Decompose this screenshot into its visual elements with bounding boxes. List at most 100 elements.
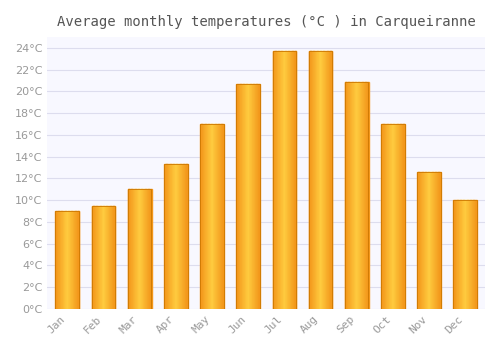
Bar [218,124,219,309]
Bar [236,84,260,309]
Bar [114,205,115,309]
Bar [112,205,113,309]
Bar [403,124,404,309]
Bar [114,205,116,309]
Bar [103,205,104,309]
Bar [353,82,354,309]
Bar [97,205,98,309]
Bar [149,189,150,309]
Bar [131,189,132,309]
Bar [186,164,187,309]
Bar [355,82,356,309]
Bar [286,51,287,309]
Bar [185,164,186,309]
Bar [56,211,57,309]
Bar [146,189,147,309]
Bar [398,124,399,309]
Bar [178,164,179,309]
Bar [107,205,108,309]
Bar [456,200,457,309]
Bar [465,200,466,309]
Bar [293,51,294,309]
Bar [280,51,281,309]
Bar [426,172,428,309]
Bar [422,172,423,309]
Bar [214,124,215,309]
Bar [435,172,436,309]
Bar [215,124,216,309]
Bar [142,189,144,309]
Bar [128,189,152,309]
Bar [244,84,245,309]
Bar [66,211,68,309]
Bar [313,51,314,309]
Bar [292,51,294,309]
Bar [104,205,105,309]
Bar [98,205,100,309]
Bar [145,189,146,309]
Bar [148,189,149,309]
Bar [394,124,396,309]
Bar [286,51,288,309]
Bar [471,200,472,309]
Bar [328,51,330,309]
Bar [248,84,249,309]
Bar [180,164,181,309]
Bar [130,189,131,309]
Bar [464,200,466,309]
Bar [347,82,348,309]
Bar [65,211,66,309]
Bar [56,211,58,309]
Bar [424,172,425,309]
Bar [401,124,402,309]
Bar [56,211,79,309]
Bar [311,51,312,309]
Bar [247,84,248,309]
Bar [290,51,292,309]
Bar [385,124,386,309]
Bar [183,164,184,309]
Bar [245,84,246,309]
Bar [164,164,188,309]
Bar [136,189,138,309]
Bar [458,200,460,309]
Bar [366,82,368,309]
Bar [437,172,438,309]
Bar [462,200,463,309]
Bar [63,211,64,309]
Bar [60,211,61,309]
Bar [314,51,316,309]
Bar [252,84,253,309]
Bar [357,82,358,309]
Bar [108,205,109,309]
Bar [321,51,322,309]
Title: Average monthly temperatures (°C ) in Carqueiranne: Average monthly temperatures (°C ) in Ca… [57,15,476,29]
Bar [387,124,388,309]
Bar [182,164,183,309]
Bar [66,211,67,309]
Bar [391,124,392,309]
Bar [398,124,400,309]
Bar [430,172,432,309]
Bar [64,211,65,309]
Bar [204,124,205,309]
Bar [241,84,242,309]
Bar [140,189,141,309]
Bar [248,84,250,309]
Bar [423,172,424,309]
Bar [272,51,274,309]
Bar [327,51,328,309]
Bar [468,200,469,309]
Bar [59,211,60,309]
Bar [128,189,129,309]
Bar [273,51,274,309]
Bar [318,51,319,309]
Bar [429,172,430,309]
Bar [360,82,361,309]
Bar [242,84,243,309]
Bar [346,82,347,309]
Bar [105,205,106,309]
Bar [164,164,166,309]
Bar [170,164,171,309]
Bar [200,124,201,309]
